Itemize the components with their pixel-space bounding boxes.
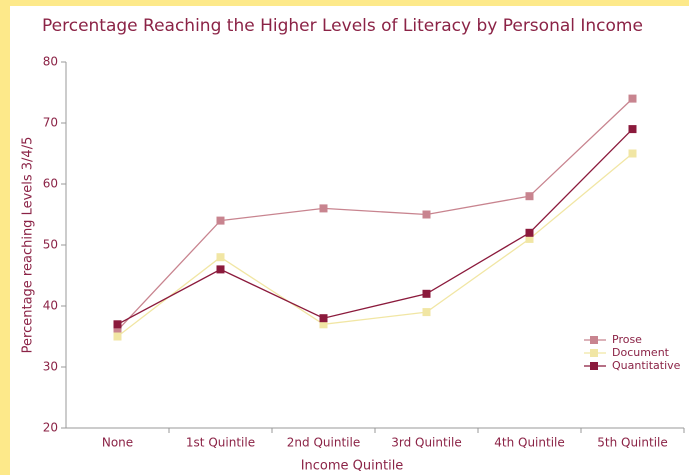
series-line bbox=[117, 152, 633, 338]
marker bbox=[113, 326, 122, 335]
y-tick-label: 70 bbox=[43, 116, 58, 130]
legend-marker bbox=[590, 336, 598, 344]
series-line bbox=[117, 98, 633, 331]
marker bbox=[216, 216, 225, 225]
series-line bbox=[117, 128, 633, 325]
legend-label: Document bbox=[612, 346, 670, 359]
legend-marker bbox=[590, 349, 598, 357]
x-tick-label: None bbox=[102, 436, 133, 450]
border-left bbox=[0, 0, 10, 475]
y-axis-label: Percentage reaching Levels 3/4/5 bbox=[21, 137, 36, 354]
x-tick-label: 2nd Quintile bbox=[287, 436, 360, 450]
marker bbox=[628, 125, 637, 134]
legend-marker bbox=[590, 362, 598, 370]
legend-label: Prose bbox=[612, 333, 642, 346]
y-tick-label: 40 bbox=[43, 299, 58, 313]
y-tick-label: 30 bbox=[43, 360, 58, 374]
marker bbox=[525, 192, 534, 201]
x-tick-label: 1st Quintile bbox=[186, 436, 255, 450]
x-tick-label: 3rd Quintile bbox=[391, 436, 462, 450]
marker bbox=[525, 228, 534, 237]
chart-title: Percentage Reaching the Higher Levels of… bbox=[42, 16, 643, 36]
marker bbox=[319, 320, 328, 329]
marker bbox=[525, 234, 534, 243]
marker bbox=[216, 265, 225, 274]
marker bbox=[628, 149, 637, 158]
marker bbox=[628, 94, 637, 103]
x-tick-label: 4th Quintile bbox=[494, 436, 565, 450]
marker bbox=[319, 314, 328, 323]
x-tick-label: 5th Quintile bbox=[597, 436, 668, 450]
marker bbox=[113, 332, 122, 341]
marker bbox=[422, 308, 431, 317]
y-tick-label: 60 bbox=[43, 177, 58, 191]
marker bbox=[113, 320, 122, 329]
x-axis-label: Income Quintile bbox=[301, 459, 404, 474]
marker bbox=[216, 253, 225, 262]
y-tick-label: 80 bbox=[43, 55, 58, 69]
marker bbox=[422, 210, 431, 219]
legend-label: Quantitative bbox=[612, 359, 681, 372]
y-tick-label: 50 bbox=[43, 238, 58, 252]
border-top bbox=[0, 0, 689, 6]
marker bbox=[422, 289, 431, 298]
y-tick-label: 20 bbox=[43, 421, 58, 435]
marker bbox=[319, 204, 328, 213]
